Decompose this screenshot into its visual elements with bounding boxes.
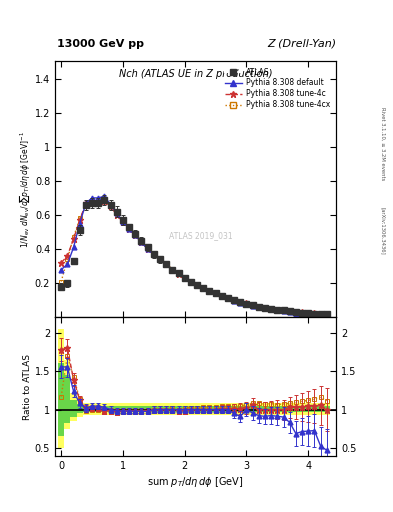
Text: 13000 GeV pp: 13000 GeV pp [57, 38, 144, 49]
Text: Nch (ATLAS UE in Z production): Nch (ATLAS UE in Z production) [119, 69, 272, 79]
Y-axis label: Ratio to ATLAS: Ratio to ATLAS [23, 353, 32, 419]
Y-axis label: $1/N_{\rm ev}\ dN_{\rm ev}/d\!\sum\! p_T/d\eta\, d\phi\ [\rm GeV]^{-1}$: $1/N_{\rm ev}\ dN_{\rm ev}/d\!\sum\! p_T… [18, 131, 32, 248]
Text: [arXiv:1306.3436]: [arXiv:1306.3436] [381, 206, 386, 254]
Text: Rivet 3.1.10, ≥ 3.2M events: Rivet 3.1.10, ≥ 3.2M events [381, 106, 386, 180]
Text: ATLAS 2019_031: ATLAS 2019_031 [169, 231, 233, 240]
Text: Z (Drell-Yan): Z (Drell-Yan) [267, 38, 336, 49]
Legend: ATLAS, Pythia 8.308 default, Pythia 8.308 tune-4c, Pythia 8.308 tune-4cx: ATLAS, Pythia 8.308 default, Pythia 8.30… [223, 65, 332, 112]
X-axis label: sum $p_T/d\eta\, d\phi$ [GeV]: sum $p_T/d\eta\, d\phi$ [GeV] [147, 475, 244, 489]
